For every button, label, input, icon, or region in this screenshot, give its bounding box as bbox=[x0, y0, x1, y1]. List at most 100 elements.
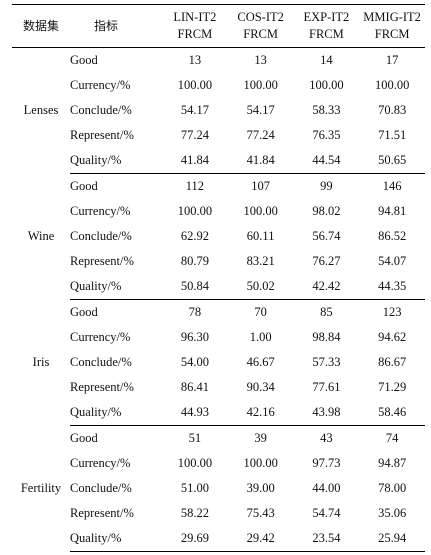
dataset-cell: Fertility bbox=[20, 481, 62, 495]
header-method: EXP-IT2 FRCM bbox=[293, 4, 360, 48]
table-row: Quality/% 44.93 42.16 43.98 58.46 bbox=[12, 400, 425, 426]
value-cell: 100.00 bbox=[243, 78, 278, 92]
value-cell: 29.42 bbox=[227, 526, 294, 552]
dataset-cell: Iris bbox=[32, 355, 50, 369]
table-row: Conclude/% 54.00 46.67 57.33 86.67 bbox=[12, 350, 425, 375]
indicator-cell: Quality/% bbox=[70, 400, 162, 426]
indicator-cell: Good bbox=[70, 179, 98, 193]
header-dataset: 数据集 bbox=[12, 4, 70, 48]
value-cell: 85 bbox=[320, 305, 333, 319]
value-cell: 83.21 bbox=[246, 254, 275, 268]
table-row: Quality/% 41.84 41.84 44.54 50.65 bbox=[12, 148, 425, 174]
value-cell: 107 bbox=[251, 179, 270, 193]
value-cell: 100.00 bbox=[177, 78, 213, 92]
table-row: Fertility Good 51 39 43 74 bbox=[12, 426, 425, 495]
header-method: LIN-IT2 FRCM bbox=[162, 4, 228, 48]
table-row: Iris Good 78 70 85 123 bbox=[12, 300, 425, 369]
value-cell: 42.42 bbox=[293, 274, 360, 300]
value-cell: 98.84 bbox=[312, 330, 341, 344]
table-row: Quality/% 29.69 29.42 23.54 25.94 bbox=[12, 526, 425, 552]
indicator-cell: Conclude/% bbox=[70, 103, 132, 117]
indicator-cell: Currency/% bbox=[70, 78, 131, 92]
value-cell: 100.00 bbox=[243, 204, 278, 218]
value-cell: 39.00 bbox=[246, 481, 275, 495]
header-method-line2: FRCM bbox=[309, 27, 344, 41]
results-table: 数据集 指标 LIN-IT2 FRCM COS-IT2 FRCM EXP-IT2 FR… bbox=[12, 4, 425, 552]
header-row: 数据集 指标 LIN-IT2 FRCM COS-IT2 FRCM EXP-IT2 FR… bbox=[12, 4, 425, 48]
header-method-line1: EXP-IT2 bbox=[303, 10, 350, 24]
table-row: Represent/% 77.24 77.24 76.35 71.51 bbox=[12, 123, 425, 148]
value-cell: 100.00 bbox=[309, 78, 344, 92]
value-cell: 100.00 bbox=[243, 456, 278, 470]
indicator-cell: Quality/% bbox=[70, 274, 162, 300]
value-cell: 54.74 bbox=[312, 506, 341, 520]
indicator-cell: Conclude/% bbox=[70, 481, 132, 495]
indicator-cell: Good bbox=[70, 53, 98, 67]
value-cell: 71.51 bbox=[378, 128, 407, 142]
value-cell: 46.67 bbox=[246, 355, 275, 369]
indicator-cell: Good bbox=[70, 305, 98, 319]
value-cell: 75.43 bbox=[246, 506, 275, 520]
header-method-line2: FRCM bbox=[374, 27, 410, 41]
header-method-line2: FRCM bbox=[177, 27, 213, 41]
value-cell: 51.00 bbox=[180, 481, 209, 495]
value-cell: 74 bbox=[385, 431, 399, 445]
indicator-cell: Conclude/% bbox=[70, 355, 132, 369]
value-cell: 13 bbox=[254, 53, 267, 67]
table-row: Conclude/% 51.00 39.00 44.00 78.00 bbox=[12, 476, 425, 501]
value-cell: 146 bbox=[382, 179, 402, 193]
header-method-line1: COS-IT2 bbox=[237, 10, 284, 24]
value-cell: 42.16 bbox=[227, 400, 294, 426]
dataset-cell: Wine bbox=[27, 229, 55, 243]
header-method-line1: LIN-IT2 bbox=[173, 10, 217, 24]
value-cell: 54.07 bbox=[378, 254, 407, 268]
value-cell: 50.02 bbox=[227, 274, 294, 300]
indicator-cell: Represent/% bbox=[70, 254, 134, 268]
header-method-line1: MMIG-IT2 bbox=[363, 10, 421, 24]
value-cell: 70.83 bbox=[378, 103, 407, 117]
value-cell: 17 bbox=[385, 53, 399, 67]
value-cell: 77.24 bbox=[180, 128, 209, 142]
value-cell: 86.52 bbox=[378, 229, 407, 243]
value-cell: 77.24 bbox=[246, 128, 275, 142]
value-cell: 54.17 bbox=[246, 103, 275, 117]
indicator-cell: Conclude/% bbox=[70, 229, 132, 243]
header-indicator: 指标 bbox=[70, 4, 162, 48]
value-cell: 44.54 bbox=[293, 148, 360, 174]
value-cell: 112 bbox=[185, 179, 205, 193]
value-cell: 50.84 bbox=[162, 274, 228, 300]
value-cell: 13 bbox=[188, 53, 202, 67]
value-cell: 58.46 bbox=[359, 400, 425, 426]
value-cell: 54.00 bbox=[180, 355, 209, 369]
table-row: Conclude/% 62.92 60.11 56.74 86.52 bbox=[12, 224, 425, 249]
indicator-cell: Good bbox=[70, 431, 98, 445]
value-cell: 50.65 bbox=[359, 148, 425, 174]
value-cell: 62.92 bbox=[180, 229, 209, 243]
value-cell: 43.98 bbox=[293, 400, 360, 426]
table-row: Represent/% 80.79 83.21 76.27 54.07 bbox=[12, 249, 425, 274]
value-cell: 58.33 bbox=[312, 103, 341, 117]
value-cell: 99 bbox=[320, 179, 333, 193]
value-cell: 123 bbox=[382, 305, 402, 319]
value-cell: 14 bbox=[320, 53, 333, 67]
value-cell: 1.00 bbox=[249, 330, 272, 344]
value-cell: 25.94 bbox=[359, 526, 425, 552]
indicator-cell: Quality/% bbox=[70, 148, 162, 174]
indicator-cell: Represent/% bbox=[70, 128, 134, 142]
value-cell: 100.00 bbox=[374, 78, 410, 92]
table-row: Lenses Good 13 13 14 17 bbox=[12, 48, 425, 117]
value-cell: 76.27 bbox=[312, 254, 341, 268]
value-cell: 60.11 bbox=[246, 229, 275, 243]
table-row: Currency/% 96.30 1.00 98.84 94.62 bbox=[12, 325, 425, 350]
value-cell: 56.74 bbox=[312, 229, 341, 243]
value-cell: 100.00 bbox=[177, 204, 213, 218]
table-row: Wine Good 112 107 99 146 bbox=[12, 174, 425, 243]
value-cell: 78.00 bbox=[378, 481, 407, 495]
indicator-cell: Currency/% bbox=[70, 204, 131, 218]
value-cell: 78 bbox=[188, 305, 202, 319]
table-header: 数据集 指标 LIN-IT2 FRCM COS-IT2 FRCM EXP-IT2 FR… bbox=[12, 4, 425, 48]
table-row: Represent/% 58.22 75.43 54.74 35.06 bbox=[12, 501, 425, 526]
indicator-cell: Quality/% bbox=[70, 526, 162, 552]
table-row: Quality/% 50.84 50.02 42.42 44.35 bbox=[12, 274, 425, 300]
